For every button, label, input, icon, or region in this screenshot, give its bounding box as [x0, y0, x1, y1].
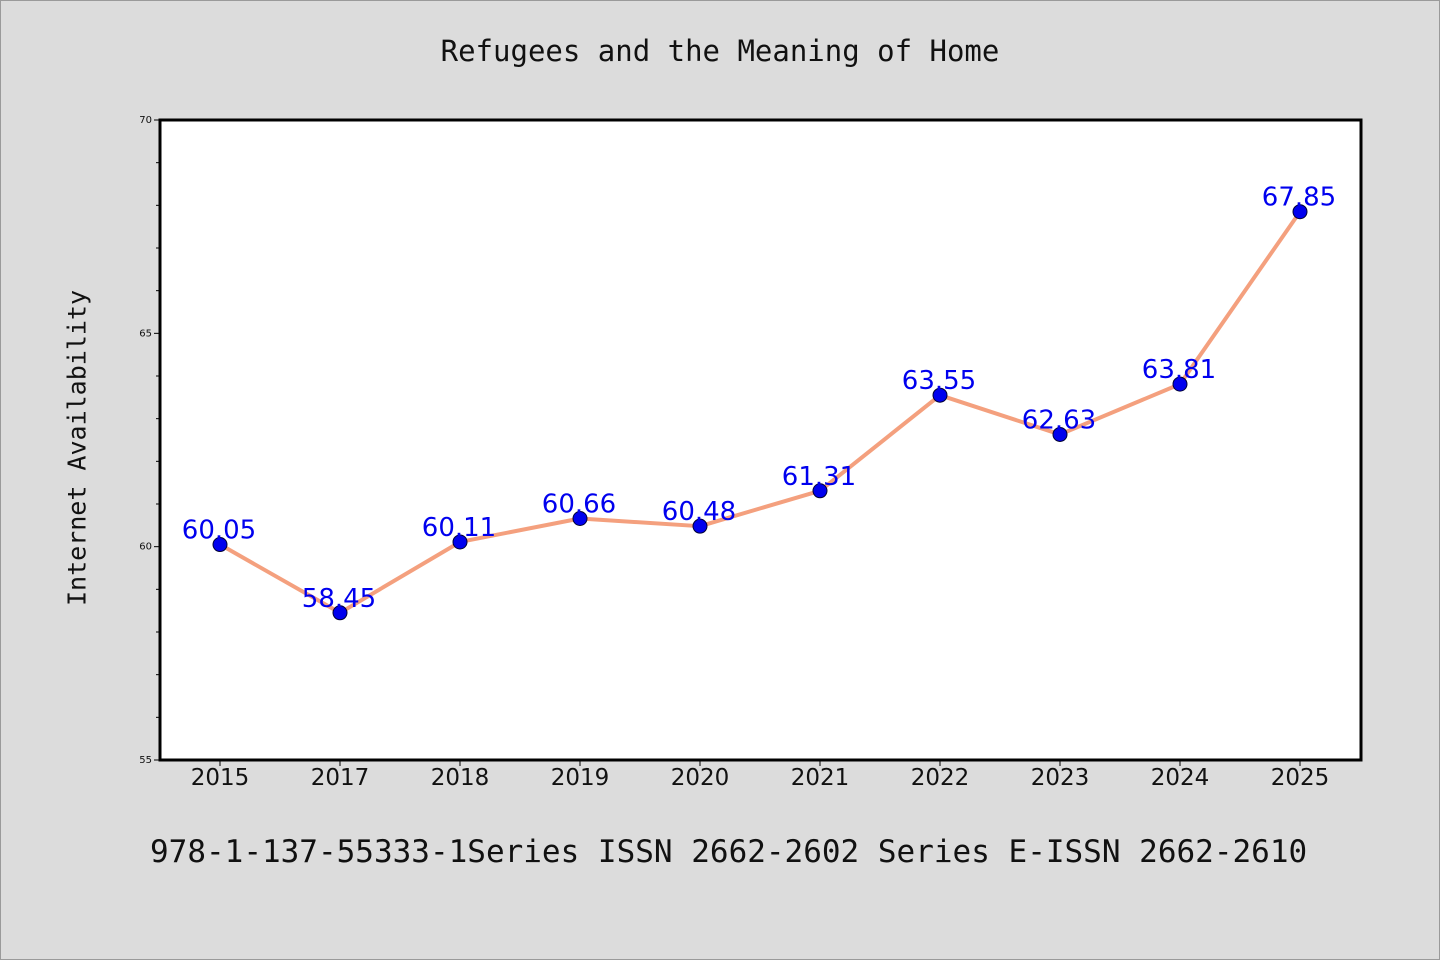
- data-label: 60.48: [662, 497, 736, 527]
- data-label: 60.11: [422, 513, 496, 543]
- x-tick-label: 2021: [791, 765, 850, 791]
- x-axis-ticks: 2015 2017 2018 2019 2020 2021 2022 2023 2024 2025: [191, 760, 1330, 791]
- data-point: [452, 534, 468, 550]
- data-point: [692, 518, 708, 534]
- y-axis-ticks: 55 60 65 70: [139, 115, 160, 766]
- y-tick-label: 70: [139, 115, 152, 126]
- data-point: [572, 511, 588, 527]
- data-label: 63.55: [902, 366, 976, 396]
- series-line: [219, 210, 1302, 615]
- x-tick-label: 2015: [191, 765, 250, 791]
- plot-area: [160, 120, 1361, 760]
- y-tick-label: 55: [139, 755, 152, 766]
- isbn-footer: 978-1-137-55333-1Series ISSN 2662-2602 S…: [150, 834, 1308, 870]
- data-point: [332, 605, 348, 621]
- x-tick-label: 2024: [1151, 765, 1210, 791]
- x-tick-label: 2022: [911, 765, 970, 791]
- data-point: [812, 483, 828, 499]
- plot-frame: [158, 118, 1363, 762]
- data-point: [212, 537, 228, 553]
- data-labels: 60.05 58.45 60.11 60.66 60.48 61.31 63.55 62.63…: [182, 183, 1336, 614]
- data-label: 63.81: [1142, 355, 1216, 385]
- data-label: 61.31: [782, 462, 856, 492]
- data-point: [1172, 376, 1188, 392]
- x-tick-label: 2018: [431, 765, 490, 791]
- chart-title: Refugees and the Meaning of Home: [440, 34, 1000, 68]
- data-point: [1052, 426, 1068, 442]
- data-label: 67.85: [1262, 183, 1336, 213]
- data-points: [212, 204, 1308, 621]
- data-label: 58.45: [302, 584, 376, 614]
- x-tick-label: 2025: [1271, 765, 1330, 791]
- data-label: 62.63: [1022, 405, 1096, 435]
- x-tick-label: 2023: [1031, 765, 1090, 791]
- x-tick-label: 2017: [311, 765, 370, 791]
- data-point: [932, 387, 948, 403]
- data-label: 60.05: [182, 516, 256, 546]
- x-tick-label: 2019: [551, 765, 610, 791]
- y-tick-label: 60: [139, 542, 152, 553]
- x-tick-label: 2020: [671, 765, 730, 791]
- data-point: [1292, 204, 1308, 220]
- data-label: 60.66: [542, 490, 616, 520]
- y-tick-label: 65: [139, 328, 152, 339]
